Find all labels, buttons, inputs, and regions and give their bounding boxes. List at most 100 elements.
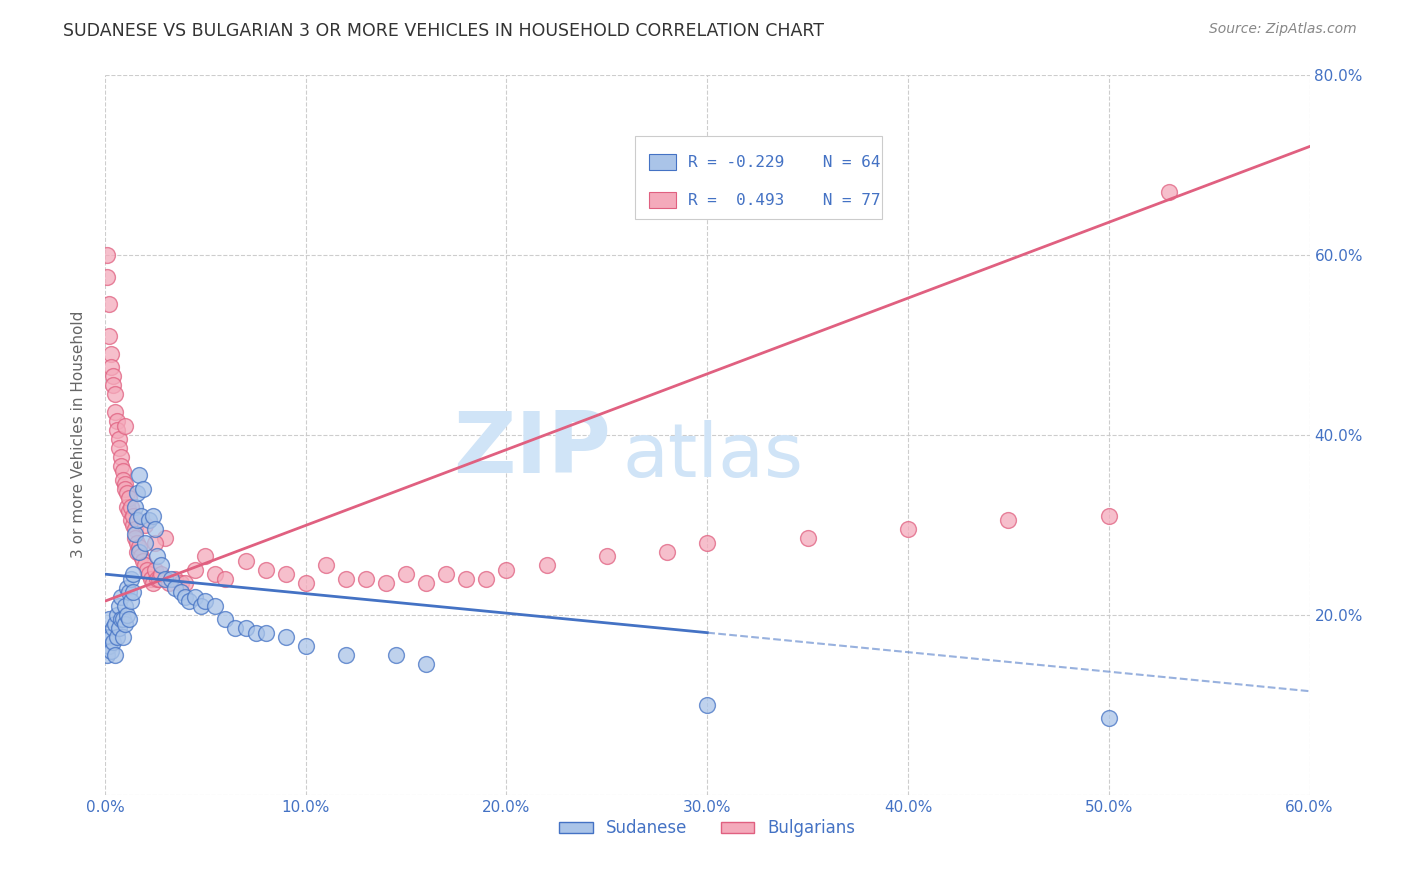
Point bbox=[141, 572, 163, 586]
Point bbox=[112, 464, 135, 478]
Point bbox=[434, 567, 457, 582]
Point bbox=[98, 612, 121, 626]
Point bbox=[245, 625, 267, 640]
Point bbox=[128, 544, 150, 558]
Point bbox=[124, 500, 146, 514]
Point bbox=[118, 585, 141, 599]
Text: Source: ZipAtlas.com: Source: ZipAtlas.com bbox=[1209, 22, 1357, 37]
Point bbox=[98, 297, 121, 311]
Point bbox=[315, 558, 337, 573]
Text: ZIP: ZIP bbox=[453, 408, 610, 491]
Point bbox=[655, 544, 678, 558]
Point bbox=[129, 508, 152, 523]
Point bbox=[190, 599, 212, 613]
Point bbox=[105, 423, 128, 437]
Point bbox=[104, 387, 127, 401]
Point bbox=[115, 500, 138, 514]
Point bbox=[1098, 711, 1121, 725]
Point bbox=[142, 508, 165, 523]
Point bbox=[1157, 185, 1180, 199]
Point bbox=[108, 432, 131, 446]
FancyBboxPatch shape bbox=[650, 154, 676, 170]
Point bbox=[128, 468, 150, 483]
Point bbox=[105, 630, 128, 644]
Point bbox=[114, 482, 136, 496]
Point bbox=[150, 558, 173, 573]
Point bbox=[194, 594, 217, 608]
Point bbox=[1098, 508, 1121, 523]
Point bbox=[114, 599, 136, 613]
Point bbox=[128, 540, 150, 554]
Point bbox=[127, 486, 149, 500]
Point bbox=[184, 590, 207, 604]
Point bbox=[122, 517, 145, 532]
Point bbox=[335, 648, 357, 662]
Point bbox=[235, 621, 257, 635]
Point bbox=[96, 247, 118, 261]
Point bbox=[100, 630, 122, 644]
Point bbox=[335, 572, 357, 586]
Point bbox=[136, 563, 159, 577]
Point bbox=[170, 585, 193, 599]
Point bbox=[214, 572, 236, 586]
Point bbox=[165, 581, 187, 595]
Point bbox=[294, 576, 316, 591]
Point bbox=[96, 270, 118, 285]
Point bbox=[157, 576, 180, 591]
Point bbox=[112, 473, 135, 487]
Point bbox=[138, 567, 160, 582]
Point bbox=[110, 450, 132, 464]
Point bbox=[143, 535, 166, 549]
Point bbox=[108, 599, 131, 613]
Point bbox=[101, 369, 124, 384]
Point bbox=[100, 346, 122, 360]
Point bbox=[104, 648, 127, 662]
Point bbox=[112, 612, 135, 626]
Point bbox=[120, 500, 142, 514]
Point bbox=[110, 612, 132, 626]
Point bbox=[100, 643, 122, 657]
Point bbox=[100, 360, 122, 375]
Point bbox=[796, 531, 818, 545]
Point bbox=[114, 616, 136, 631]
Point bbox=[235, 554, 257, 568]
Point bbox=[143, 563, 166, 577]
Point bbox=[98, 328, 121, 343]
Point bbox=[897, 522, 920, 536]
FancyBboxPatch shape bbox=[650, 193, 676, 208]
Point bbox=[118, 504, 141, 518]
Point bbox=[132, 554, 155, 568]
Point bbox=[536, 558, 558, 573]
Point bbox=[114, 477, 136, 491]
Point bbox=[124, 526, 146, 541]
Point bbox=[101, 621, 124, 635]
Point bbox=[96, 630, 118, 644]
Point bbox=[148, 572, 170, 586]
Point bbox=[204, 599, 226, 613]
Point bbox=[118, 491, 141, 505]
Point bbox=[129, 549, 152, 563]
Point bbox=[146, 572, 169, 586]
Point bbox=[174, 576, 197, 591]
Point bbox=[155, 531, 177, 545]
Point bbox=[204, 567, 226, 582]
Point bbox=[124, 531, 146, 545]
Point bbox=[274, 567, 297, 582]
Point bbox=[224, 621, 246, 635]
Point bbox=[108, 621, 131, 635]
Point bbox=[179, 594, 201, 608]
Point bbox=[101, 634, 124, 648]
FancyBboxPatch shape bbox=[636, 136, 882, 219]
Point bbox=[415, 657, 437, 672]
Point bbox=[127, 513, 149, 527]
Text: SUDANESE VS BULGARIAN 3 OR MORE VEHICLES IN HOUSEHOLD CORRELATION CHART: SUDANESE VS BULGARIAN 3 OR MORE VEHICLES… bbox=[63, 22, 824, 40]
Y-axis label: 3 or more Vehicles in Household: 3 or more Vehicles in Household bbox=[72, 311, 86, 558]
Point bbox=[122, 567, 145, 582]
Point bbox=[120, 513, 142, 527]
Point bbox=[294, 639, 316, 653]
Point bbox=[142, 576, 165, 591]
Point bbox=[104, 616, 127, 631]
Point bbox=[150, 567, 173, 582]
Point bbox=[134, 517, 156, 532]
Point bbox=[115, 607, 138, 622]
